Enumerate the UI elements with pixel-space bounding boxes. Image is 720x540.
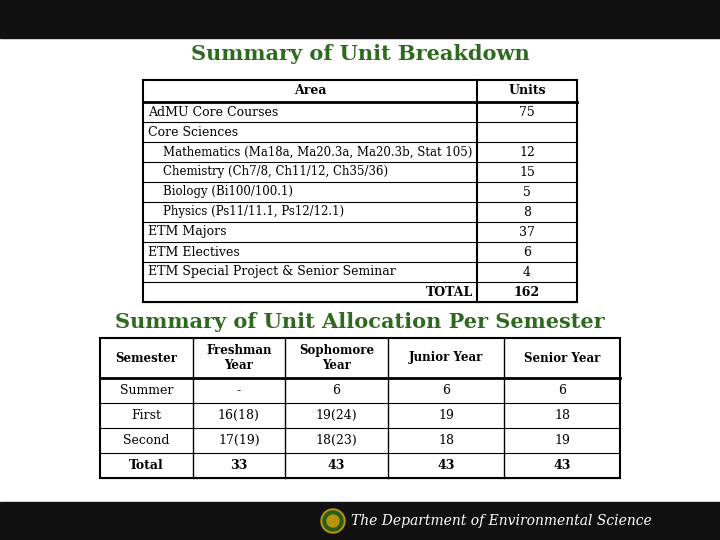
Text: Chemistry (Ch7/8, Ch11/12, Ch35/36): Chemistry (Ch7/8, Ch11/12, Ch35/36) [163,165,388,179]
Text: Area: Area [294,84,326,98]
Text: Summer: Summer [120,384,173,397]
Text: ETM Special Project & Senior Seminar: ETM Special Project & Senior Seminar [148,266,396,279]
Bar [0,0,720,38]
Text: 6: 6 [333,384,341,397]
Text: 12: 12 [519,145,535,159]
Text: Physics (Ps11/11.1, Ps12/12.1): Physics (Ps11/11.1, Ps12/12.1) [163,206,344,219]
Text: The Department of Environmental Science: The Department of Environmental Science [351,514,652,528]
Bar [100,338,620,478]
Text: ETM Majors: ETM Majors [148,226,227,239]
Text: 6: 6 [442,384,450,397]
Text: Biology (Bi100/100.1): Biology (Bi100/100.1) [163,186,293,199]
Text: -: - [237,384,241,397]
Text: 18(23): 18(23) [316,434,357,447]
Text: 6: 6 [523,246,531,259]
Circle shape [323,511,343,531]
Text: 162: 162 [514,286,540,299]
Text: Semester: Semester [115,352,177,365]
Text: 19(24): 19(24) [316,409,357,422]
Text: 43: 43 [437,459,455,472]
Text: Summary of Unit Allocation Per Semester: Summary of Unit Allocation Per Semester [115,312,605,332]
Text: 8: 8 [523,206,531,219]
Circle shape [327,515,339,527]
Text: 5: 5 [523,186,531,199]
Text: 19: 19 [554,434,570,447]
Bar [143,80,577,302]
Text: TOTAL: TOTAL [426,286,473,299]
Text: 43: 43 [328,459,346,472]
Text: 16(18): 16(18) [218,409,260,422]
Text: 37: 37 [519,226,535,239]
Text: 33: 33 [230,459,248,472]
Text: 18: 18 [554,409,570,422]
Text: Freshman
Year: Freshman Year [206,344,271,372]
Text: Core Sciences: Core Sciences [148,125,238,138]
Text: First: First [131,409,161,422]
Text: 19: 19 [438,409,454,422]
Text: AdMU Core Courses: AdMU Core Courses [148,105,278,118]
Text: Total: Total [129,459,163,472]
Text: Sophomore
Year: Sophomore Year [299,344,374,372]
Text: 4: 4 [523,266,531,279]
Text: 43: 43 [554,459,571,472]
Text: 18: 18 [438,434,454,447]
Bar [0,502,720,540]
Text: Junior Year: Junior Year [409,352,483,365]
Text: 15: 15 [519,165,535,179]
Text: 17(19): 17(19) [218,434,260,447]
Text: 75: 75 [519,105,535,118]
Text: 6: 6 [558,384,566,397]
Text: Mathematics (Ma18a, Ma20.3a, Ma20.3b, Stat 105): Mathematics (Ma18a, Ma20.3a, Ma20.3b, St… [163,145,472,159]
Text: Senior Year: Senior Year [524,352,600,365]
Text: Summary of Unit Breakdown: Summary of Unit Breakdown [191,44,529,64]
Text: Units: Units [508,84,546,98]
Circle shape [321,509,345,533]
Text: Second: Second [123,434,169,447]
Text: ETM Electives: ETM Electives [148,246,240,259]
